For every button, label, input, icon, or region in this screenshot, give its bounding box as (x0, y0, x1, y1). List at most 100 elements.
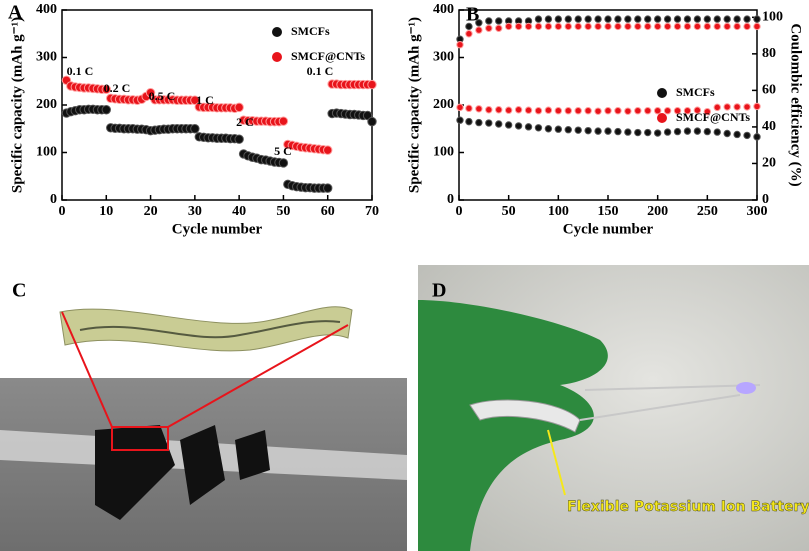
data-point (713, 128, 721, 136)
x-tick-label: 70 (365, 204, 379, 219)
data-point (634, 15, 642, 23)
panel-label: A (8, 2, 23, 24)
data-point (713, 103, 721, 112)
glove (418, 300, 608, 551)
data-point (564, 22, 572, 31)
data-point (634, 107, 642, 115)
data-point (753, 22, 761, 31)
data-point (514, 106, 523, 114)
data-point (475, 105, 483, 113)
data-point (683, 127, 692, 135)
data-point (495, 120, 503, 128)
y-tick-label: 100 (433, 145, 454, 160)
data-point (614, 22, 622, 31)
data-point (564, 126, 572, 134)
data-point (673, 15, 682, 23)
plot-frame (458, 9, 758, 201)
data-point (703, 107, 712, 116)
data-point (234, 102, 244, 113)
data-point (465, 117, 473, 126)
data-point (624, 22, 632, 31)
data-point (475, 26, 483, 34)
data-point (743, 22, 751, 31)
data-point (733, 15, 741, 23)
data-point (723, 22, 731, 31)
data-point (604, 22, 612, 31)
x-tick-label: 30 (188, 204, 202, 219)
x-axis-title: Cycle number (563, 221, 654, 237)
y2-tick-label: 60 (762, 83, 776, 98)
data-point (683, 22, 692, 31)
data-point (485, 106, 493, 114)
data-point (456, 41, 464, 49)
annotation: 5 C (274, 144, 292, 158)
data-point (190, 124, 200, 134)
data-point (554, 22, 563, 31)
x-tick-label: 0 (59, 204, 66, 219)
data-point (574, 126, 582, 134)
data-point (504, 22, 513, 31)
x-tick-label: 10 (99, 204, 113, 219)
data-point (663, 128, 672, 136)
data-point (753, 15, 761, 23)
photo-caption: Flexible Potassium Ion Battery (567, 499, 809, 515)
y2-tick-label: 40 (762, 119, 776, 134)
data-point (644, 22, 652, 31)
data-point (367, 79, 377, 90)
data-point (234, 134, 244, 144)
y-tick-label: 300 (433, 50, 454, 65)
data-point (733, 22, 741, 31)
y-tick-label: 200 (36, 97, 57, 112)
y2-tick-label: 0 (762, 192, 769, 207)
data-point (101, 84, 111, 95)
legend-marker (272, 52, 282, 62)
data-point (703, 127, 712, 136)
data-point (653, 22, 662, 31)
legend-marker (657, 113, 667, 123)
data-point (534, 124, 543, 132)
data-point (524, 123, 533, 131)
data-point (663, 15, 672, 23)
data-point (723, 15, 731, 23)
x-tick-label: 20 (144, 204, 158, 219)
photo-d: Flexible Potassium Ion Battery (418, 265, 809, 551)
data-point (101, 105, 111, 115)
annotation: 0.1 C (307, 64, 334, 78)
data-point (323, 145, 333, 155)
tube (59, 306, 353, 352)
legend-label: SMCFs (676, 85, 715, 99)
data-point (663, 107, 672, 115)
data-point (753, 102, 761, 111)
legend-marker (272, 27, 282, 37)
zoom-box (111, 426, 169, 451)
x-tick-label: 60 (321, 204, 335, 219)
battery (469, 399, 581, 433)
data-point (504, 121, 513, 129)
y-tick-label: 400 (36, 2, 57, 17)
x-tick-label: 50 (502, 204, 516, 219)
data-point (584, 22, 592, 31)
data-point (514, 22, 523, 31)
data-point (485, 119, 493, 127)
data-point (456, 116, 464, 124)
data-point (594, 22, 602, 31)
annotation: 0.2 C (104, 81, 131, 95)
x-tick-label: 0 (456, 204, 463, 219)
data-point (514, 122, 523, 130)
data-point (614, 127, 622, 136)
legend-label: SMCF@CNTs (676, 110, 750, 124)
data-point (753, 133, 761, 141)
y2-axis-title: Coulombic efficiency (%) (788, 23, 804, 186)
photo-c (0, 306, 407, 551)
data-point (564, 15, 572, 23)
zoom-line (167, 324, 349, 428)
panel-label: B (466, 4, 479, 26)
data-point (278, 116, 289, 126)
data-point (554, 15, 563, 23)
arrow (547, 429, 566, 496)
data-point (604, 127, 612, 135)
wire (579, 384, 761, 421)
annotation: 0.5 C (149, 89, 176, 103)
data-point (465, 22, 473, 31)
